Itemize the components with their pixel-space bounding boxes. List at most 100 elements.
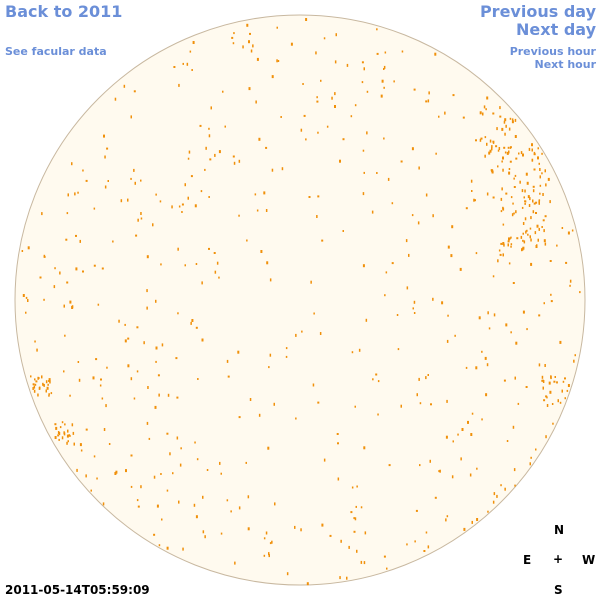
next-hour-link[interactable]: Next hour [534,58,597,71]
previous-hour-link[interactable]: Previous hour [509,45,596,58]
facula-dot [285,355,288,358]
facula-dot [416,393,418,397]
facula-dot [263,537,266,540]
facula-dot [127,364,130,368]
facula-dot [475,139,477,142]
facula-dot [478,316,481,320]
facula-dot [567,384,570,387]
facula-dot [539,192,541,195]
facula-dot [425,531,428,534]
facula-dot [537,238,539,242]
facula-dot [187,157,190,160]
facula-dot [326,125,329,128]
facula-dot [537,156,539,160]
facula-dot [498,147,501,150]
facula-dot [58,432,61,435]
facula-dot [41,375,43,379]
facula-dot [361,81,364,84]
facula-dot [509,160,512,163]
facula-dot [484,356,487,360]
facula-dot [315,51,317,55]
facula-dot [90,489,92,492]
facula-dot [364,531,367,535]
facula-dot [366,90,369,93]
facula-dot [140,217,143,220]
facula-dot [351,351,354,354]
next-day-link[interactable]: Next day [516,20,596,39]
facula-dot [444,111,446,115]
facula-dot [538,201,540,205]
see-facular-data-link[interactable]: See facular data [5,45,107,58]
facula-dot [130,485,133,488]
facula-dot [92,376,95,380]
facula-dot [85,474,87,478]
facula-dot [64,423,66,426]
facula-dot [166,546,169,550]
facula-dot [102,502,105,506]
facula-dot [527,195,530,199]
facula-dot [354,104,357,107]
facula-dot [300,528,302,532]
facula-dot [277,60,280,62]
facula-dot [508,127,511,131]
facula-dot [71,162,73,166]
facula-dot [114,472,117,475]
facula-dot [567,231,570,235]
facula-dot [321,523,324,527]
facula-dot [41,212,43,216]
facula-dot [208,196,210,198]
facula-dot [200,190,203,193]
facula-dot [536,224,539,228]
facula-dot [531,159,534,162]
facula-dot [573,359,575,363]
facula-dot [360,560,363,564]
facula-dot [140,485,142,489]
facula-dot [559,340,562,344]
previous-day-link[interactable]: Previous day [479,2,596,21]
facula-dot [37,393,39,397]
facula-dot [133,90,136,93]
facula-dot [506,440,509,442]
facula-dot [427,545,430,549]
facula-dot [522,246,525,250]
facula-dot [75,267,78,271]
facula-dot [544,215,547,218]
facula-dot [107,180,109,182]
facula-dot [526,328,528,331]
facula-dot [231,36,234,39]
facula-dot [140,179,142,182]
facula-dot [346,63,349,67]
facula-dot [446,339,449,343]
facula-dot [195,326,198,329]
facula-dot [561,227,564,229]
facular-dots [21,18,581,586]
facula-dot [218,150,221,154]
facula-dot [408,253,410,257]
facula-dot [451,475,454,479]
facula-dot [323,458,326,462]
facula-dot [430,403,432,406]
facula-dot [375,373,378,376]
facula-dot [556,244,558,247]
facula-dot [534,231,537,235]
back-to-year-link[interactable]: Back to 2011 [5,2,123,21]
facula-dot [66,434,69,438]
facula-dot [545,435,547,439]
facula-dot [470,433,473,436]
facula-dot [123,84,126,88]
facula-dot [64,334,66,337]
facula-dot [452,440,454,443]
facula-dot [35,380,38,383]
facula-dot [249,32,251,35]
facula-dot [397,348,400,351]
facula-dot [147,386,149,389]
facula-dot [127,337,130,340]
facula-dot [460,457,462,461]
facula-dot [321,239,324,242]
facula-dot [246,23,249,27]
facula-dot [103,428,106,431]
facula-dot [50,392,53,395]
facula-dot [488,151,491,155]
facula-dot [362,149,365,152]
facula-dot [429,459,431,463]
